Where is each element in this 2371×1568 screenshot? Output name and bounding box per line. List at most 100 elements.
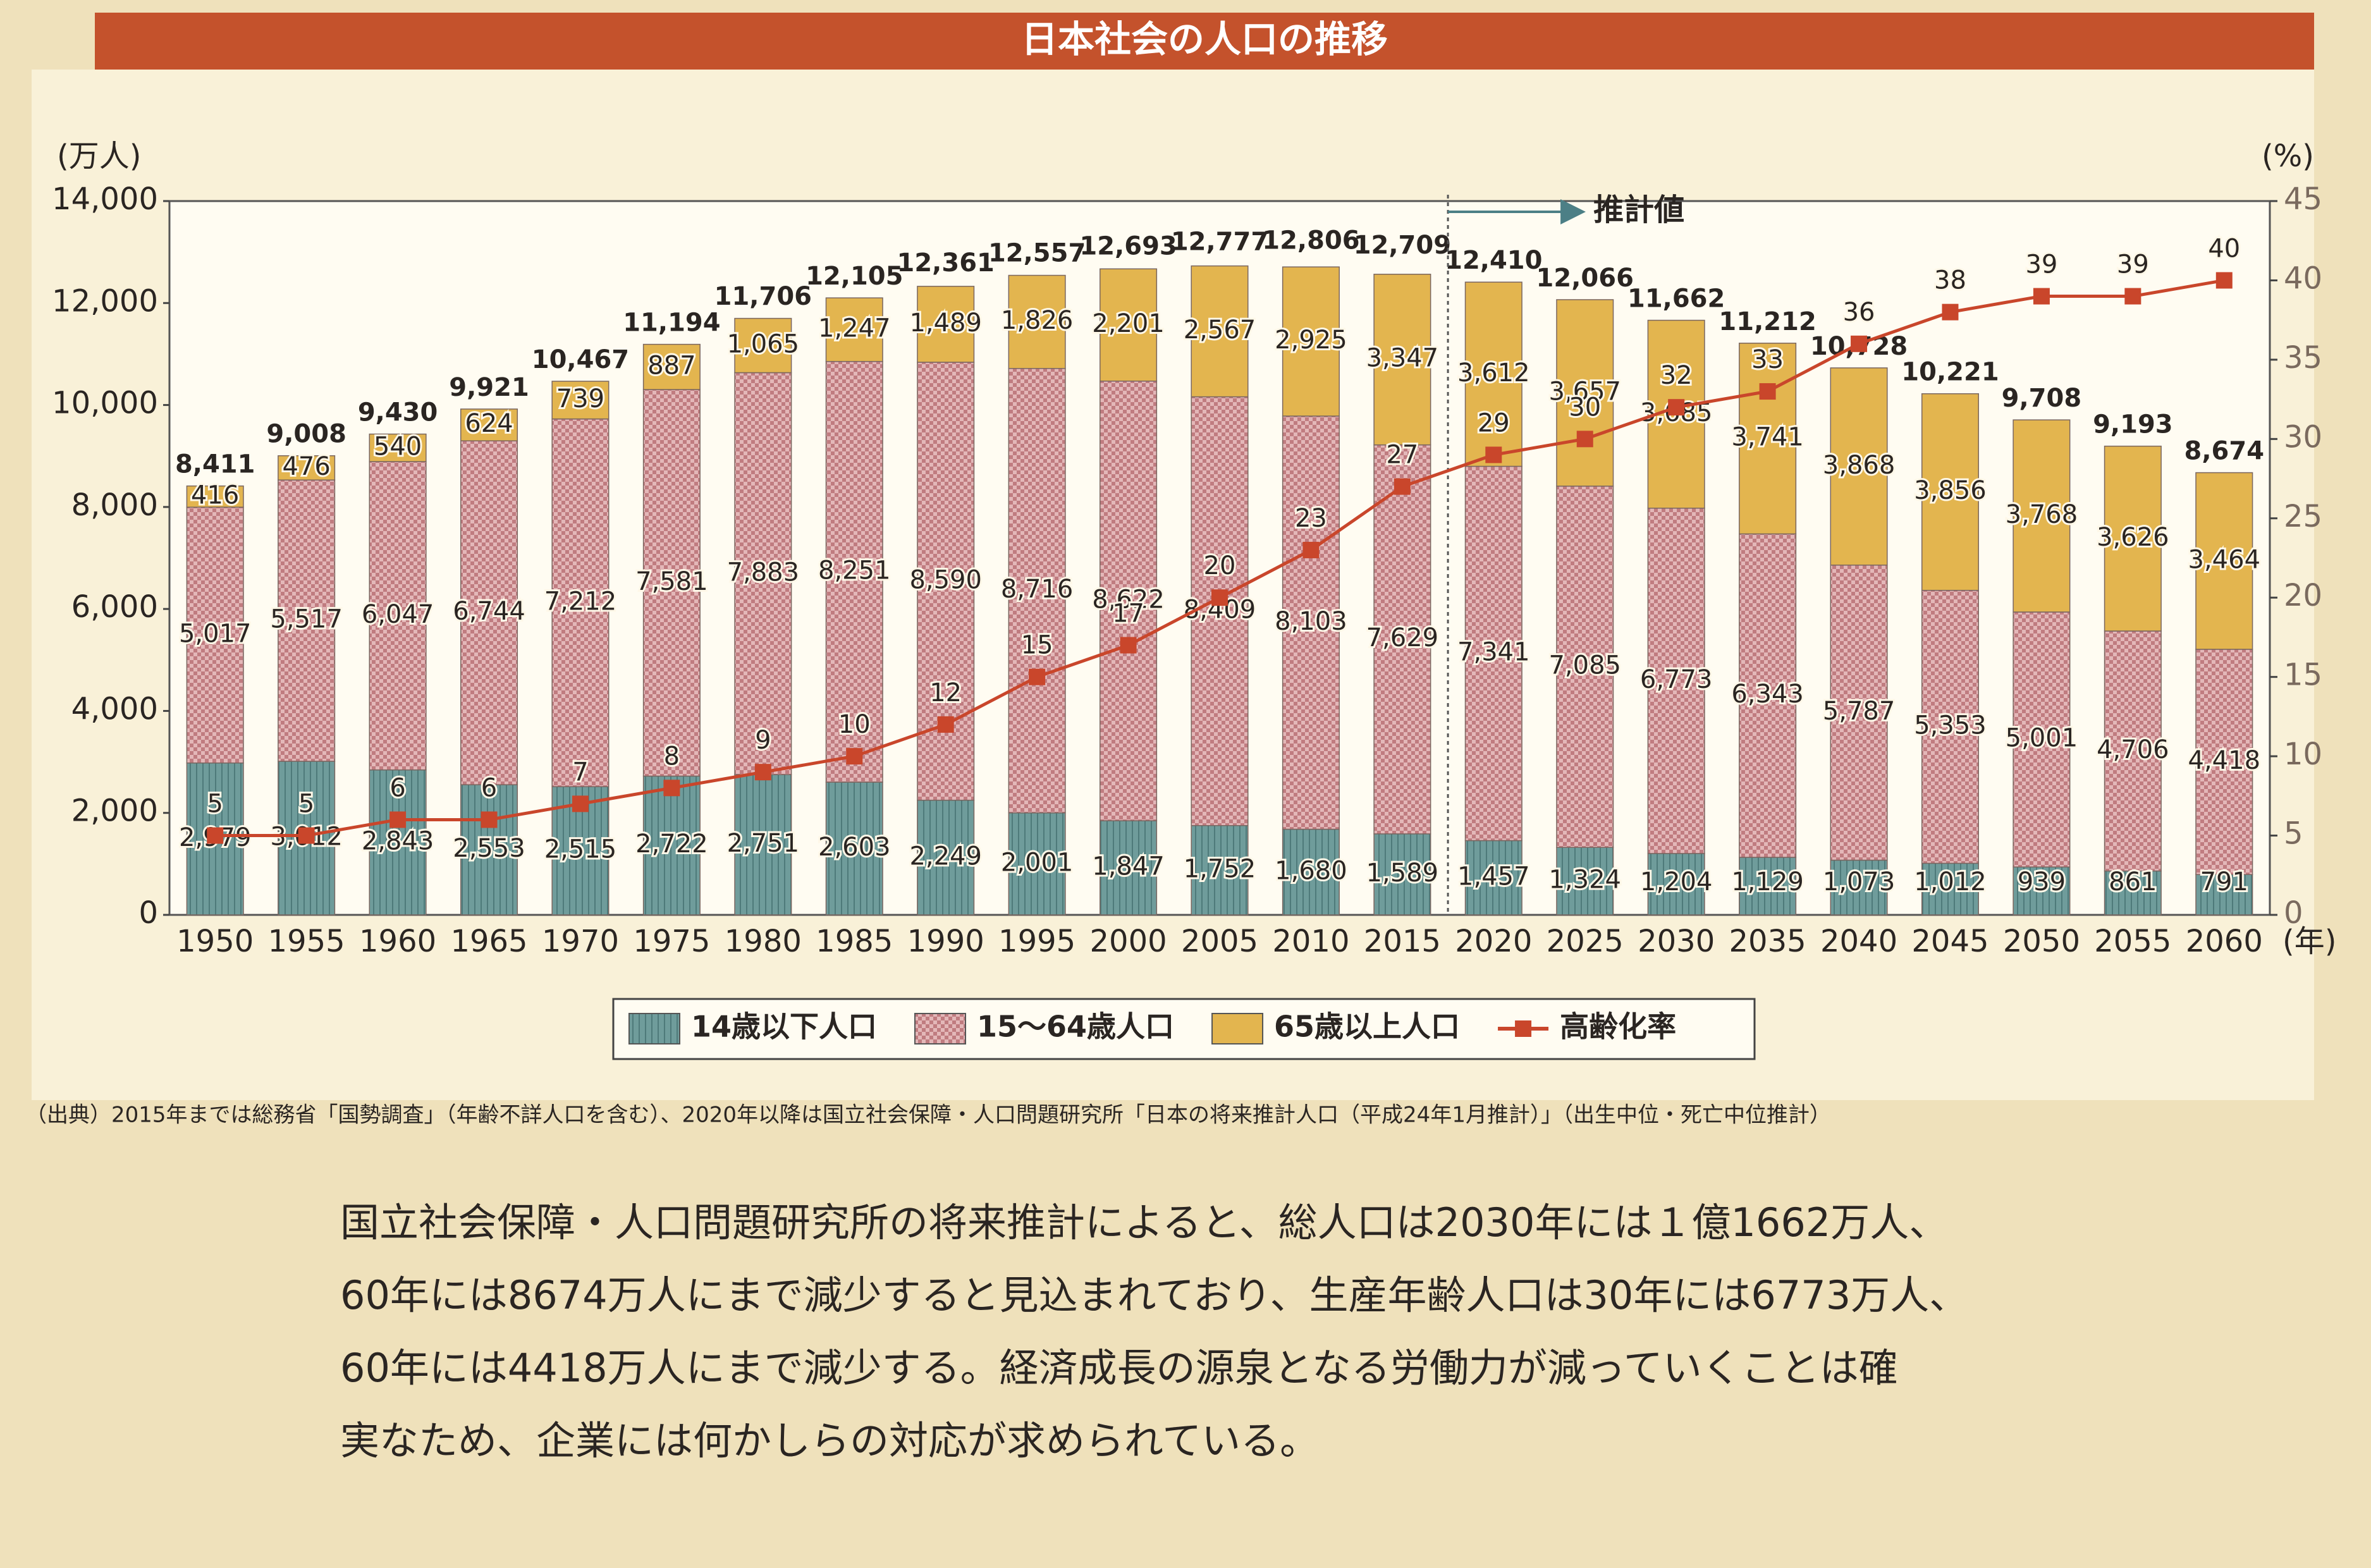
bar-segment	[278, 479, 336, 762]
y2-tick-label: 0	[2284, 895, 2303, 931]
data-label: 6,744	[453, 597, 525, 626]
data-label: 939	[2018, 867, 2066, 897]
data-label: 1,247	[818, 314, 891, 343]
data-label: 8,590	[909, 565, 982, 594]
bar-segment	[186, 506, 244, 764]
bar-segment	[1008, 274, 1066, 369]
data-label: 2,201	[1092, 309, 1165, 338]
rate-label: 33	[1751, 345, 1784, 374]
data-label: 624	[465, 409, 513, 438]
data-label: 6,343	[1731, 680, 1804, 709]
data-label: 3,856	[1914, 476, 1987, 505]
data-label: 1,826	[1001, 306, 1074, 335]
x-tick-label: 1965	[450, 924, 527, 959]
data-label: 5,517	[270, 605, 343, 634]
bar-segment	[369, 433, 427, 462]
bar-segment	[1739, 857, 1797, 916]
rate-label: 10	[838, 710, 871, 739]
rate-point	[1576, 431, 1593, 448]
x-tick-label: 2030	[1638, 924, 1715, 959]
total-label: 12,105	[806, 262, 903, 291]
source-note: （出典）2015年までは総務省「国勢調査」（年齢不詳人口を含む）、2020年以降…	[25, 1103, 1831, 1128]
data-label: 7,212	[544, 587, 617, 616]
title-bar	[95, 13, 2314, 70]
data-label: 1,589	[1366, 859, 1439, 888]
rate-label: 20	[1204, 551, 1236, 580]
bar-segment	[2195, 649, 2253, 875]
bar-segment	[369, 769, 427, 916]
total-label: 12,806	[1262, 226, 1359, 255]
rate-label: 23	[1295, 504, 1327, 533]
total-label: 11,706	[714, 282, 812, 311]
data-label: 1,065	[727, 330, 800, 359]
data-label: 3,626	[2097, 523, 2169, 552]
rate-point	[1120, 637, 1137, 654]
bar-segment	[1191, 265, 1249, 398]
rate-point	[1394, 478, 1411, 495]
y2-tick-label: 45	[2284, 181, 2322, 217]
rate-point	[937, 716, 954, 733]
bar-segment	[2195, 472, 2253, 650]
data-label: 8,622	[1092, 585, 1165, 614]
rate-point	[1485, 446, 1502, 463]
bar-segment	[2104, 445, 2162, 632]
bar-segment	[278, 455, 336, 481]
rate-label: 32	[1660, 361, 1693, 390]
y2-tick-label: 40	[2284, 260, 2322, 296]
y-tick-label: 14,000	[52, 181, 158, 217]
data-label: 1,012	[1914, 867, 1987, 897]
data-label: 476	[282, 452, 330, 481]
data-label: 7,883	[727, 558, 800, 587]
rate-point	[1029, 668, 1046, 685]
rate-label: 12	[929, 678, 962, 707]
total-label: 11,194	[623, 308, 720, 337]
data-label: 6,047	[362, 600, 434, 629]
data-label: 1,847	[1092, 852, 1165, 881]
x-tick-label: 1950	[176, 924, 254, 959]
rate-point	[207, 827, 224, 844]
rate-label: 8	[664, 742, 680, 771]
legend-swatch	[628, 1013, 680, 1044]
bar-segment	[186, 485, 244, 508]
bar-segment	[1739, 343, 1797, 535]
data-label: 1,204	[1640, 867, 1713, 897]
y2-tick-label: 35	[2284, 340, 2322, 376]
bar-segment	[1282, 415, 1340, 830]
rate-point	[1302, 541, 1320, 558]
bar-segment	[642, 343, 701, 390]
bar-segment	[825, 360, 883, 783]
bar-segment	[1556, 486, 1614, 848]
data-label: 6,773	[1640, 665, 1713, 694]
rate-label: 40	[2208, 234, 2240, 263]
bar-segment	[1100, 820, 1158, 916]
bar-segment	[1830, 367, 1888, 566]
rate-point	[1942, 303, 1959, 321]
x-tick-label: 1995	[998, 924, 1075, 959]
x-tick-label: 1980	[725, 924, 802, 959]
data-label: 1,324	[1548, 866, 1621, 895]
x-tick-label: 2020	[1455, 924, 1532, 959]
total-label: 8,411	[175, 450, 255, 479]
data-label: 5,353	[1914, 711, 1987, 740]
y2-axis-label: (%)	[2262, 138, 2314, 174]
bar-segment	[1464, 281, 1522, 467]
data-label: 2,567	[1184, 315, 1256, 345]
data-label: 4,706	[2097, 735, 2169, 764]
bar-segment	[1556, 299, 1614, 487]
bar-segment	[642, 389, 701, 777]
rate-point	[754, 764, 771, 781]
rate-point	[572, 795, 589, 812]
bar-segment	[2104, 870, 2162, 916]
rate-label: 30	[1569, 393, 1601, 422]
bar-segment	[825, 297, 883, 362]
bar-segment	[1282, 828, 1340, 916]
y2-tick-label: 25	[2284, 499, 2322, 534]
x-tick-label: 1990	[907, 924, 984, 959]
data-label: 1,680	[1275, 856, 1347, 885]
legend-box	[612, 998, 1756, 1060]
x-tick-label: 1985	[816, 924, 893, 959]
data-label: 3,741	[1731, 423, 1804, 452]
data-label: 2,925	[1275, 326, 1347, 355]
body-line: 60年には4418万人にまで減少する。経済成長の源泉となる労働力が減っていくこと…	[340, 1345, 1898, 1391]
rate-point	[389, 811, 407, 828]
